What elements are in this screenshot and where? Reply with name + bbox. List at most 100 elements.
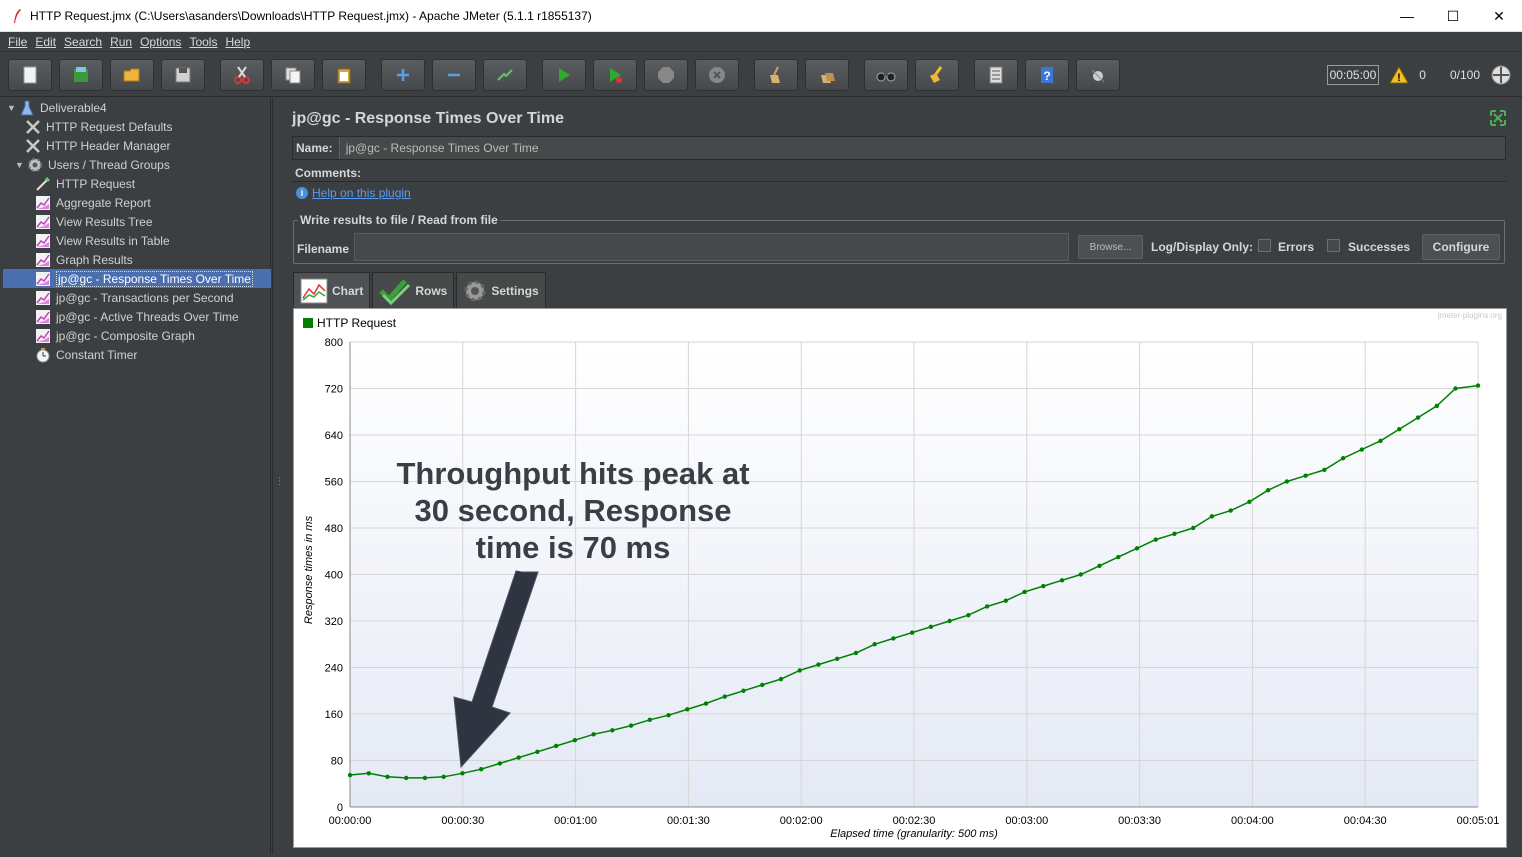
tree-item-deliverable4[interactable]: ▼ Deliverable4 (7, 98, 107, 117)
graph-icon (35, 328, 51, 344)
data-point (1116, 554, 1121, 560)
errors-label: Errors (1278, 240, 1315, 254)
warning-icon[interactable]: ! (1389, 66, 1410, 84)
tab-chart[interactable]: Chart (293, 272, 371, 308)
new-button[interactable] (8, 58, 52, 91)
data-point (797, 668, 802, 673)
annotation-arrow (453, 570, 539, 769)
tree-item-view-results-tree[interactable]: View Results Tree (35, 212, 153, 231)
tree-item-label: jp@gc - Response Times Over Time (56, 270, 253, 287)
name-row: Name: jp@gc - Response Times Over Time (292, 136, 1506, 160)
minimize-button[interactable]: — (1400, 8, 1414, 24)
open-button[interactable] (110, 58, 154, 91)
x-tick-label: 00:03:00 (1005, 815, 1048, 827)
menu-run[interactable]: Run (110, 34, 133, 49)
tree-expander-icon[interactable]: ▼ (15, 159, 24, 170)
successes-checkbox[interactable] (1327, 239, 1340, 252)
menu-file[interactable]: File (8, 34, 28, 49)
templates-icon (74, 66, 88, 82)
copy-button[interactable] (271, 58, 315, 91)
svg-text:?: ? (1043, 69, 1050, 83)
chart-area: 0 80 160 240 320 400 480 560 640 720 800 00:00:00 00… (293, 308, 1507, 848)
clear-button[interactable] (754, 58, 798, 91)
reset-search-button[interactable] (915, 58, 959, 91)
tab-settings[interactable]: Settings (456, 272, 546, 308)
tree-splitter[interactable]: ⋮ (272, 98, 284, 854)
data-point (1247, 499, 1252, 505)
tree-item-http-request[interactable]: HTTP Request (35, 174, 135, 193)
annotation: Throughput hits peak at 30 second, Respon… (396, 456, 750, 769)
data-point (1059, 578, 1065, 583)
help-plugin-link[interactable]: Help on this plugin (312, 186, 411, 200)
tree-item-label: Graph Results (56, 252, 133, 267)
broom-search-icon (930, 65, 943, 83)
maximize-graph-icon[interactable] (1490, 110, 1506, 126)
tree-item-composite-graph[interactable]: jp@gc - Composite Graph (35, 326, 195, 345)
data-point (1153, 537, 1158, 542)
maximize-button[interactable]: ☐ (1446, 7, 1460, 24)
tree-item-transactions-per-second[interactable]: jp@gc - Transactions per Second (35, 288, 234, 307)
errors-checkbox[interactable] (1258, 239, 1271, 252)
tree-item-active-threads-over-time[interactable]: jp@gc - Active Threads Over Time (35, 307, 239, 326)
tree-item-http-request-defaults[interactable]: HTTP Request Defaults (25, 117, 173, 136)
tree-item-http-header-manager[interactable]: HTTP Header Manager (25, 136, 171, 155)
close-button[interactable]: ✕ (1493, 7, 1505, 24)
start-no-pauses-button[interactable] (593, 58, 637, 91)
tree-item-aggregate-report[interactable]: Aggregate Report (35, 193, 151, 212)
stopwatch-icon (35, 347, 51, 363)
stop-button[interactable] (644, 58, 688, 91)
data-point (1003, 598, 1009, 603)
data-point (703, 701, 709, 706)
successes-label: Successes (1348, 240, 1411, 254)
tree-item-thread-group[interactable]: ▼ Users / Thread Groups (15, 155, 170, 174)
comments-row[interactable]: Comments: (292, 164, 1506, 182)
configure-button[interactable]: Configure (1422, 234, 1500, 260)
start-button[interactable] (542, 58, 586, 91)
shutdown-button[interactable] (695, 58, 739, 91)
expand-all-button[interactable] (381, 58, 425, 91)
pipette-icon (35, 176, 51, 192)
menu-tools[interactable]: Tools (189, 34, 218, 49)
y-axis-label: Response times in ms (303, 515, 315, 624)
menu-help[interactable]: Help (225, 34, 251, 49)
remote-button[interactable] (1076, 58, 1120, 91)
menu-edit[interactable]: Edit (35, 34, 57, 49)
name-input[interactable]: jp@gc - Response Times Over Time (338, 137, 1505, 159)
data-point (516, 755, 521, 760)
tab-settings-label: Settings (491, 283, 539, 298)
x-tick-label: 00:00:30 (441, 815, 484, 827)
data-point (1415, 415, 1421, 420)
comments-label: Comments: (295, 165, 362, 180)
tab-rows[interactable]: Rows (372, 272, 455, 308)
data-point (1397, 426, 1402, 432)
x-tick-label: 00:02:00 (780, 815, 823, 827)
data-point (572, 737, 578, 743)
browse-button[interactable]: Browse... (1078, 235, 1143, 259)
menu-search[interactable]: Search (64, 34, 103, 49)
legend-swatch (303, 318, 313, 328)
response-times-chart: 0 80 160 240 320 400 480 560 640 720 800 00:00:00 00… (303, 311, 1502, 840)
save-button[interactable] (161, 58, 205, 91)
data-point (1453, 386, 1458, 391)
help-button[interactable]: ? (1025, 58, 1069, 91)
data-point (872, 642, 877, 647)
menu-options[interactable]: Options (140, 34, 182, 49)
folder-icon (123, 68, 140, 81)
paste-button[interactable] (322, 58, 366, 91)
tree-item-graph-results[interactable]: Graph Results (35, 250, 133, 269)
tree-item-response-times-over-time[interactable]: jp@gc - Response Times Over Time (35, 269, 253, 288)
tree-expander-icon[interactable]: ▼ (7, 102, 16, 113)
tree-item-view-results-table[interactable]: View Results in Table (35, 231, 170, 250)
search-button[interactable] (864, 58, 908, 91)
tree-item-constant-timer[interactable]: Constant Timer (35, 345, 137, 364)
toggle-button[interactable] (483, 58, 527, 91)
tree-item-label: Constant Timer (56, 347, 138, 362)
x-tick-label: 00:02:30 (893, 815, 936, 827)
x-tick-label: 00:00:00 (329, 815, 372, 827)
templates-button[interactable] (59, 58, 103, 91)
filename-input[interactable] (354, 233, 1069, 261)
clear-all-button[interactable] (805, 58, 849, 91)
cut-button[interactable] (220, 58, 264, 91)
collapse-all-button[interactable] (432, 58, 476, 91)
function-helper-button[interactable] (974, 58, 1018, 91)
